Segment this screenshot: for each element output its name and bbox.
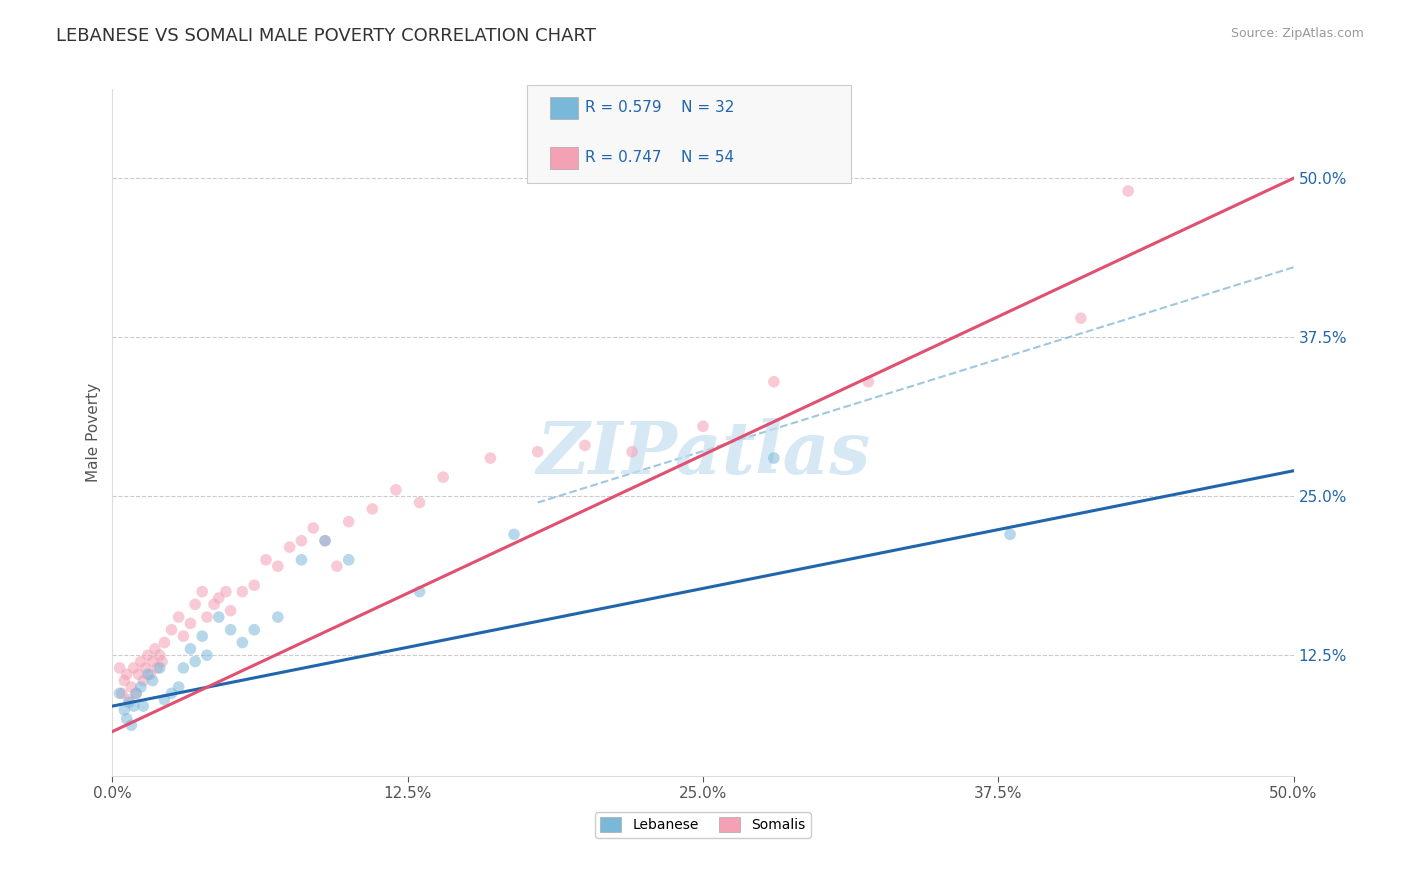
Point: [290, 553, 312, 567]
Point: [202, 598, 225, 612]
Point: [219, 604, 242, 618]
Point: [115, 667, 138, 681]
Point: [208, 591, 231, 605]
Point: [574, 438, 596, 452]
Point: [337, 553, 360, 567]
Point: [278, 540, 301, 554]
Point: [314, 533, 336, 548]
Point: [195, 648, 218, 663]
Point: [160, 623, 183, 637]
Text: LEBANESE VS SOMALI MALE POVERTY CORRELATION CHART: LEBANESE VS SOMALI MALE POVERTY CORRELAT…: [56, 27, 596, 45]
Point: [219, 623, 242, 637]
Point: [115, 712, 138, 726]
Point: [142, 655, 165, 669]
Point: [267, 610, 290, 624]
Point: [302, 521, 325, 535]
Point: [243, 578, 266, 592]
Point: [243, 623, 266, 637]
Point: [146, 661, 169, 675]
Point: [184, 655, 207, 669]
Point: [125, 686, 148, 700]
Point: [692, 419, 714, 434]
Point: [621, 444, 644, 458]
Point: [122, 661, 145, 675]
Point: [132, 699, 155, 714]
Point: [762, 375, 785, 389]
Point: [120, 680, 142, 694]
Point: [120, 718, 142, 732]
Point: [122, 699, 145, 714]
Point: [129, 655, 152, 669]
Point: [361, 502, 384, 516]
Point: [998, 527, 1021, 541]
Point: [191, 629, 214, 643]
Point: [167, 680, 190, 694]
Point: [290, 533, 312, 548]
Point: [136, 667, 159, 681]
Point: [503, 527, 526, 541]
Point: [231, 635, 253, 649]
Point: [858, 375, 880, 389]
Point: [314, 533, 336, 548]
Point: [153, 635, 176, 649]
Point: [108, 661, 131, 675]
Point: [112, 703, 135, 717]
Point: [112, 673, 135, 688]
Legend: Lebanese, Somalis: Lebanese, Somalis: [595, 812, 811, 838]
Point: [179, 641, 201, 656]
Point: [172, 629, 194, 643]
Text: R = 0.747    N = 54: R = 0.747 N = 54: [585, 151, 734, 165]
Point: [132, 673, 155, 688]
Point: [184, 598, 207, 612]
Point: [149, 648, 172, 663]
Point: [167, 610, 190, 624]
Point: [254, 553, 277, 567]
Point: [118, 692, 141, 706]
Point: [135, 661, 157, 675]
Point: [195, 610, 218, 624]
Point: [215, 584, 238, 599]
Point: [127, 667, 149, 681]
Text: ZIPatlas: ZIPatlas: [536, 417, 870, 489]
Point: [762, 451, 785, 466]
Point: [142, 673, 165, 688]
Point: [129, 680, 152, 694]
Point: [149, 661, 172, 675]
Point: [136, 648, 159, 663]
Point: [326, 559, 349, 574]
Point: [1070, 311, 1092, 326]
Point: [139, 667, 162, 681]
Point: [153, 692, 176, 706]
Point: [408, 495, 430, 509]
Point: [231, 584, 253, 599]
Point: [479, 451, 502, 466]
Point: [526, 444, 548, 458]
Point: [267, 559, 290, 574]
Point: [172, 661, 194, 675]
Point: [108, 686, 131, 700]
Point: [1116, 184, 1139, 198]
Point: [143, 641, 166, 656]
Text: Source: ZipAtlas.com: Source: ZipAtlas.com: [1230, 27, 1364, 40]
Point: [150, 655, 173, 669]
Point: [111, 686, 134, 700]
Point: [125, 686, 148, 700]
Point: [385, 483, 408, 497]
Point: [208, 610, 231, 624]
Point: [160, 686, 183, 700]
Y-axis label: Male Poverty: Male Poverty: [86, 383, 101, 483]
Point: [179, 616, 201, 631]
Point: [408, 584, 430, 599]
Point: [118, 695, 141, 709]
Point: [191, 584, 214, 599]
Point: [337, 515, 360, 529]
Point: [432, 470, 454, 484]
Text: R = 0.579    N = 32: R = 0.579 N = 32: [585, 101, 734, 115]
